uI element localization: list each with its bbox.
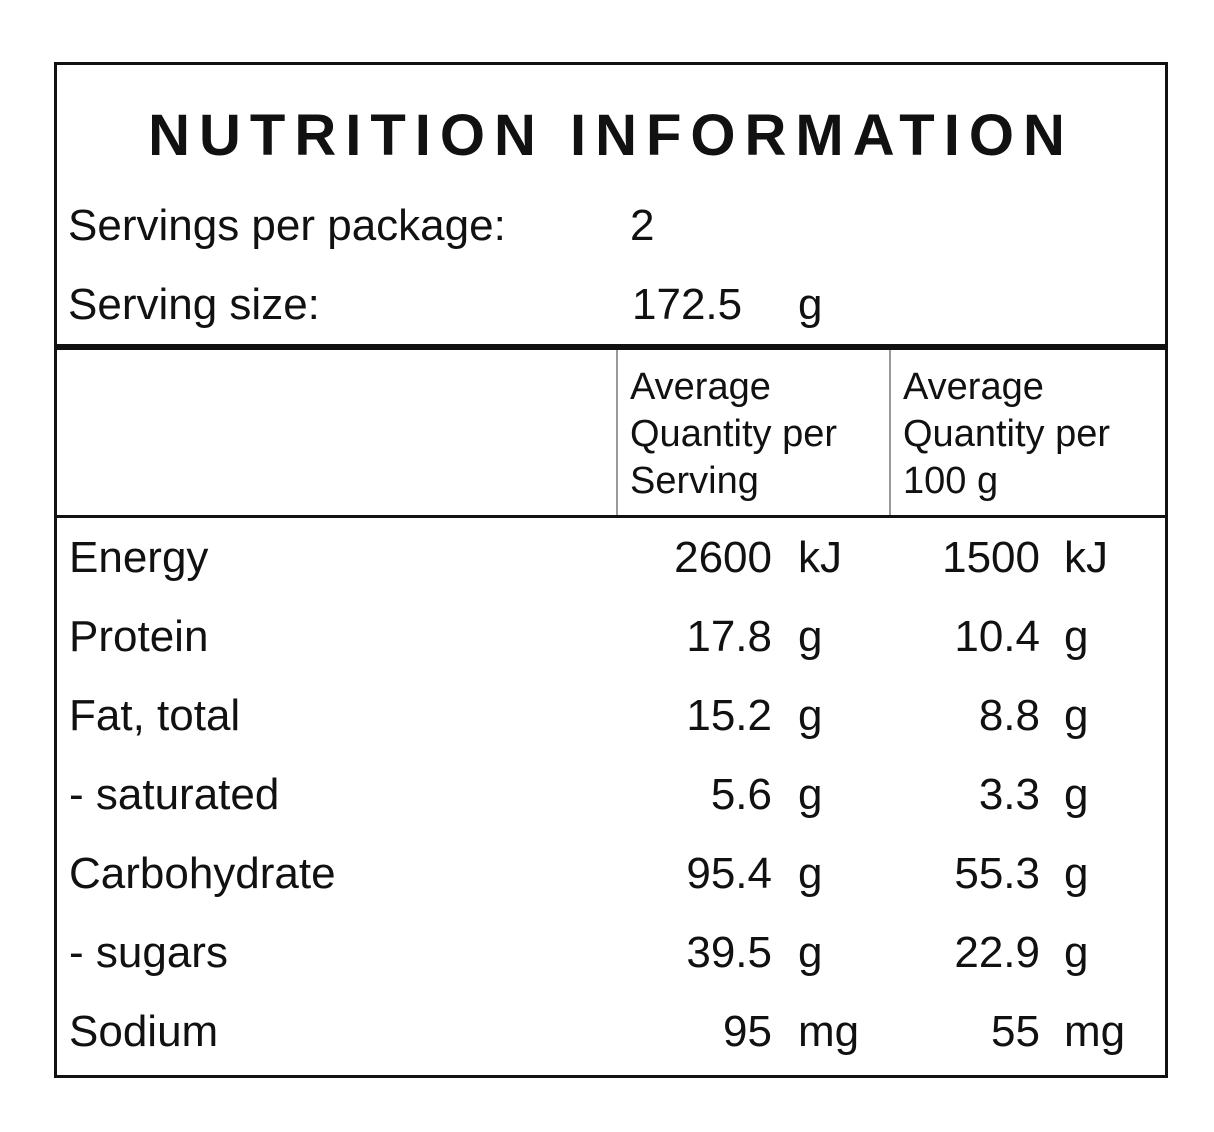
nutrient-name: Sodium [69, 1007, 219, 1056]
per-serving-value: 95.4 [686, 849, 772, 898]
per-serving-unit: g [798, 691, 823, 740]
title: NUTRITION INFORMATION [148, 103, 1074, 168]
nutrient-name: Protein [69, 612, 209, 661]
per-100g-value: 1500 [942, 533, 1040, 582]
per-100g-value: 3.3 [978, 770, 1040, 819]
nutrient-name: - sugars [69, 928, 228, 977]
per-100g-value: 55 [991, 1007, 1040, 1056]
nutrient-name: Carbohydrate [69, 849, 336, 898]
servings-label: Servings per package: [68, 201, 506, 250]
label-border [54, 62, 1168, 1078]
per-serving-unit: g [798, 612, 823, 661]
per-serving-value: 2600 [674, 533, 772, 582]
serving-size-value: 172.5 [632, 280, 743, 329]
per-serving-value: 95 [723, 1007, 772, 1056]
per-100g-value: 55.3 [954, 849, 1040, 898]
column-header: Quantity per [903, 413, 1110, 455]
per-100g-unit: g [1064, 691, 1089, 740]
column-header: 100 g [903, 460, 999, 502]
per-100g-unit: g [1064, 612, 1089, 661]
nutrient-name: Energy [69, 533, 209, 582]
per-100g-unit: kJ [1064, 533, 1108, 582]
per-serving-unit: g [798, 849, 823, 898]
per-serving-value: 15.2 [686, 691, 772, 740]
header-rule [54, 515, 1168, 518]
nutrient-name: Fat, total [69, 691, 241, 740]
per-serving-value: 39.5 [686, 928, 772, 977]
thick-rule [54, 344, 1168, 350]
per-serving-unit: g [798, 928, 823, 977]
per-100g-unit: g [1064, 849, 1089, 898]
column-divider [889, 350, 891, 517]
serving-size-unit: g [798, 280, 823, 329]
per-100g-value: 8.8 [978, 691, 1040, 740]
per-serving-unit: kJ [798, 533, 842, 582]
per-100g-unit: g [1064, 928, 1089, 977]
column-header: Serving [630, 460, 759, 502]
nutrient-name: - saturated [69, 770, 280, 819]
per-serving-unit: mg [798, 1007, 860, 1056]
column-divider [616, 350, 618, 517]
per-serving-value: 5.6 [710, 770, 772, 819]
per-100g-value: 22.9 [954, 928, 1040, 977]
servings-value: 2 [630, 201, 655, 250]
column-header: Quantity per [630, 413, 837, 455]
column-header: Average [903, 366, 1044, 408]
per-serving-value: 17.8 [686, 612, 772, 661]
per-100g-unit: mg [1064, 1007, 1126, 1056]
per-100g-value: 10.4 [954, 612, 1040, 661]
per-100g-unit: g [1064, 770, 1089, 819]
per-serving-unit: g [798, 770, 823, 819]
serving-size-label: Serving size: [68, 280, 320, 329]
column-header: Average [630, 366, 771, 408]
